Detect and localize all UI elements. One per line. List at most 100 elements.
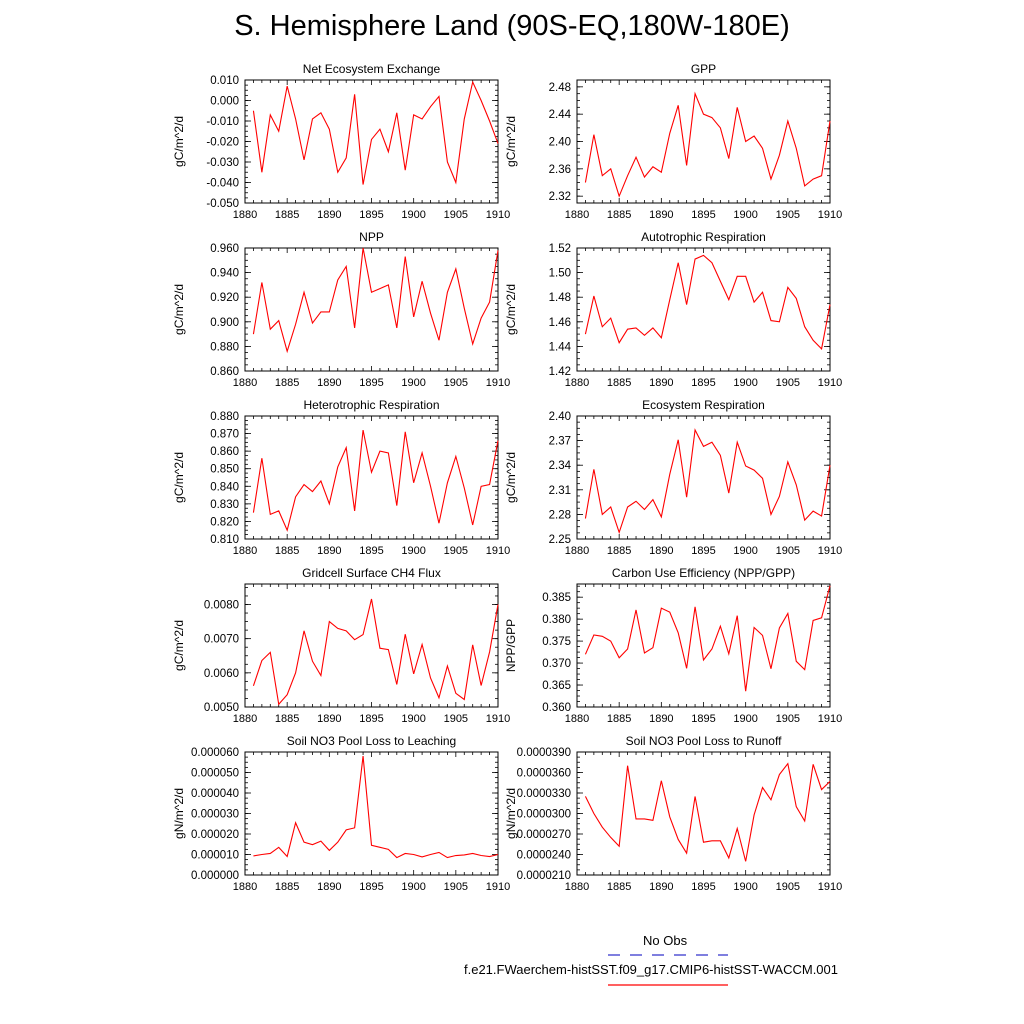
panel-title: Soil NO3 Pool Loss to Runoff <box>626 734 783 748</box>
x-tick-label: 1885 <box>607 377 631 389</box>
y-tick-label: 1.52 <box>549 243 571 255</box>
panel-title: Soil NO3 Pool Loss to Leaching <box>287 734 456 748</box>
x-tick-label: 1885 <box>607 545 631 557</box>
y-tick-label: 0.0000300 <box>517 809 571 821</box>
y-tick-label: 0.0000390 <box>517 747 571 759</box>
x-tick-label: 1890 <box>649 209 673 221</box>
y-tick-label: 0.880 <box>210 341 239 353</box>
y-axis-label: gC/m^2/d <box>504 452 518 503</box>
y-tick-label: 0.0050 <box>204 702 239 714</box>
x-tick-label: 1900 <box>401 377 425 389</box>
x-tick-label: 1885 <box>275 713 299 725</box>
x-tick-label: 1900 <box>733 377 757 389</box>
y-tick-label: 0.385 <box>542 592 571 604</box>
y-tick-label: 0.370 <box>542 658 571 670</box>
series-line <box>252 80 499 185</box>
y-tick-label: 0.810 <box>210 534 239 546</box>
x-tick-label: 1910 <box>486 545 510 557</box>
x-tick-label: 1885 <box>607 209 631 221</box>
y-tick-label: 0.010 <box>210 75 239 87</box>
x-tick-label: 1910 <box>818 209 842 221</box>
x-tick-label: 1890 <box>317 545 341 557</box>
y-tick-label: 0.000040 <box>191 788 239 800</box>
x-tick-label: 1905 <box>444 545 468 557</box>
x-tick-label: 1910 <box>486 713 510 725</box>
x-tick-label: 1885 <box>275 881 299 893</box>
figure-title: S. Hemisphere Land (90S-EQ,180W-180E) <box>234 10 790 42</box>
legend-label-model-run: f.e21.FWaerchem-histSST.f09_g17.CMIP6-hi… <box>464 962 838 977</box>
series-line <box>253 756 499 859</box>
y-tick-label: 0.960 <box>210 243 239 255</box>
x-tick-label: 1890 <box>649 377 673 389</box>
y-tick-label: 2.37 <box>549 436 571 448</box>
y-axis-label: gC/m^2/d <box>172 284 186 335</box>
y-axis-label: gC/m^2/d <box>172 620 186 671</box>
y-tick-label: 2.31 <box>549 485 571 497</box>
y-tick-label: 0.0070 <box>204 634 239 646</box>
plot-frame <box>244 751 499 876</box>
y-tick-label: 0.860 <box>210 446 239 458</box>
y-tick-label: 0.860 <box>210 366 239 378</box>
x-tick-label: 1900 <box>401 209 425 221</box>
x-tick-label: 1895 <box>691 209 715 221</box>
panel-gridcell-surface-ch4-flux: Gridcell Surface CH4 Flux gC/m^2/d 1880 188… <box>172 566 510 725</box>
x-tick-label: 1900 <box>733 209 757 221</box>
x-tick-label: 1880 <box>565 377 589 389</box>
x-tick-label: 1905 <box>444 713 468 725</box>
x-tick-label: 1895 <box>691 545 715 557</box>
x-tick-label: 1890 <box>317 881 341 893</box>
x-tick-label: 1880 <box>233 377 257 389</box>
y-axis-label: gC/m^2/d <box>504 116 518 167</box>
x-tick-label: 1895 <box>691 881 715 893</box>
x-tick-label: 1885 <box>275 377 299 389</box>
y-axis-label: gN/m^2/d <box>172 788 186 839</box>
y-tick-label: 0.365 <box>542 680 571 692</box>
x-tick-label: 1895 <box>359 713 383 725</box>
x-tick-label: 1880 <box>233 545 257 557</box>
y-tick-label: 2.48 <box>549 82 571 94</box>
x-tick-label: 1880 <box>233 713 257 725</box>
plot-frame <box>244 247 499 372</box>
x-tick-label: 1895 <box>691 377 715 389</box>
panel-title: Net Ecosystem Exchange <box>303 62 441 76</box>
x-tick-label: 1885 <box>275 209 299 221</box>
y-tick-label: -0.010 <box>206 116 239 128</box>
plot-frame <box>244 583 499 708</box>
plot-frame <box>576 751 831 876</box>
x-tick-label: 1885 <box>607 713 631 725</box>
y-tick-label: 1.48 <box>549 292 571 304</box>
series-line <box>252 247 499 354</box>
y-tick-label: 0.360 <box>542 702 571 714</box>
x-tick-label: 1900 <box>401 545 425 557</box>
x-tick-label: 1900 <box>401 881 425 893</box>
x-tick-label: 1895 <box>359 545 383 557</box>
y-tick-label: 0.0000330 <box>517 788 571 800</box>
y-tick-label: 0.840 <box>210 481 239 493</box>
y-tick-label: 0.000020 <box>191 829 239 841</box>
x-tick-label: 1910 <box>486 209 510 221</box>
x-tick-label: 1900 <box>401 713 425 725</box>
y-tick-label: 0.380 <box>542 614 571 626</box>
series-line <box>584 91 831 198</box>
y-axis-label: NPP/GPP <box>504 619 518 672</box>
y-tick-label: 0.920 <box>210 292 239 304</box>
x-tick-label: 1890 <box>317 713 341 725</box>
panel-title: Ecosystem Respiration <box>642 398 765 412</box>
y-axis-label: gC/m^2/d <box>172 116 186 167</box>
y-tick-label: 0.0000270 <box>517 829 571 841</box>
y-tick-label: 0.0000240 <box>517 850 571 862</box>
panel-gpp: GPP gC/m^2/d 1880 1885 1890 1895 1900 1905 1910 2… <box>504 62 842 221</box>
x-tick-label: 1890 <box>317 377 341 389</box>
panel-ecosystem-respiration: Ecosystem Respiration gC/m^2/d 1880 1885 189… <box>504 398 842 557</box>
x-tick-label: 1905 <box>776 881 800 893</box>
y-tick-label: 0.830 <box>210 499 239 511</box>
x-tick-label: 1880 <box>565 545 589 557</box>
panel-title: NPP <box>359 230 384 244</box>
y-tick-label: 0.375 <box>542 636 571 648</box>
plot-frame <box>576 79 831 204</box>
y-axis-label: gN/m^2/d <box>504 788 518 839</box>
x-tick-label: 1890 <box>649 713 673 725</box>
y-tick-label: 0.880 <box>210 411 239 423</box>
x-tick-label: 1905 <box>444 209 468 221</box>
